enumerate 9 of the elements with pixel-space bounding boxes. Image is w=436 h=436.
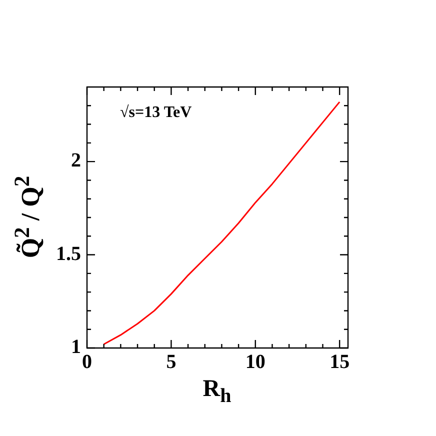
- x-tick-label: 0: [82, 351, 92, 374]
- y-tick-label: 2: [71, 150, 81, 172]
- x-tick-label: 10: [245, 351, 266, 374]
- x-tick-label: 15: [330, 351, 350, 374]
- y-tick-label: 1.5: [56, 242, 81, 265]
- y-tick-label: 1: [71, 336, 81, 358]
- x-tick-label: 5: [166, 351, 176, 374]
- x-axis-title: R$_{h}$: [202, 376, 232, 408]
- annotation: √s=13 TeV: [120, 104, 192, 122]
